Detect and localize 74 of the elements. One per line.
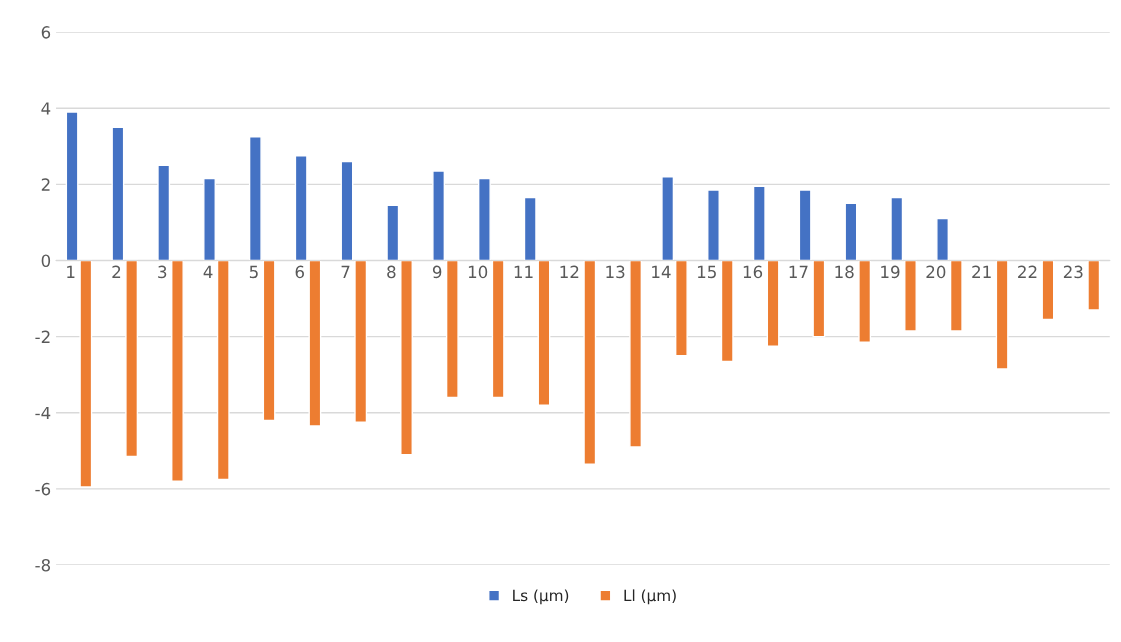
bar: [766, 259, 780, 347]
bar: [904, 259, 917, 332]
bar: [203, 177, 216, 262]
bar: [844, 202, 858, 262]
x-tick-label: 16: [743, 265, 763, 279]
bar: [432, 170, 446, 262]
x-tick-label: 9: [432, 265, 442, 279]
y-tick-label: 0: [41, 254, 51, 268]
y-tick-label: 2: [41, 178, 50, 191]
bar: [262, 259, 276, 422]
x-tick-label: 4: [203, 265, 213, 278]
x-tick-label: 18: [835, 265, 854, 279]
x-tick-label: 13: [606, 265, 625, 279]
bar: [248, 136, 262, 262]
x-tick-label: 20: [926, 265, 946, 279]
bar: [949, 259, 963, 332]
bar: [308, 259, 322, 427]
bar: [79, 259, 93, 488]
y-tick-label: 4: [41, 102, 51, 115]
bar: [65, 111, 79, 262]
x-tick-label: 6: [295, 265, 304, 279]
bar: [216, 259, 230, 481]
y-tick-label: -6: [35, 482, 51, 496]
bar: [171, 259, 184, 482]
x-tick-label: 22: [1018, 265, 1037, 278]
bar: [537, 259, 551, 406]
bar: [354, 259, 368, 423]
bar: [523, 196, 537, 262]
y-tick-label: -4: [35, 406, 51, 420]
x-tick-label: 8: [387, 265, 396, 279]
bar: [707, 189, 720, 262]
bar: [111, 126, 125, 262]
x-tick-label: 2: [112, 265, 121, 278]
bar: [890, 196, 904, 262]
x-tick-label: 12: [560, 265, 579, 278]
bar: [386, 204, 400, 262]
legend-label: Ll (µm): [624, 589, 676, 605]
bar: [720, 259, 734, 363]
bar: [445, 259, 459, 399]
bar: [858, 259, 872, 343]
bar: [491, 259, 505, 399]
bar: [340, 160, 354, 262]
x-tick-label: 21: [972, 265, 991, 278]
y-tick-label: -2: [35, 330, 50, 343]
x-tick-label: 1: [67, 265, 75, 278]
bar: [477, 177, 491, 262]
y-tick-label: 6: [41, 26, 51, 39]
bar: [674, 259, 688, 357]
legend-label: Ls (µm): [513, 589, 569, 605]
x-tick-label: 19: [881, 265, 900, 279]
bar: [798, 189, 812, 262]
x-tick-label: 5: [249, 265, 258, 279]
y-tick-label: -8: [35, 558, 51, 572]
bar: [157, 164, 171, 262]
x-tick-label: 15: [697, 265, 716, 279]
bar: [812, 259, 826, 338]
bar: [629, 259, 643, 448]
bar: [752, 185, 766, 262]
bar: [583, 259, 597, 465]
x-tick-label: 3: [158, 265, 167, 279]
bar: [125, 259, 139, 458]
x-tick-label: 14: [652, 265, 671, 278]
x-tick-label: 17: [789, 265, 808, 278]
x-tick-label: 11: [514, 265, 533, 278]
bar: [1041, 259, 1055, 321]
bar: [995, 259, 1009, 370]
bar: [936, 217, 949, 262]
bar: [1087, 259, 1101, 311]
bar: [400, 259, 413, 456]
x-tick-label: 10: [468, 265, 488, 279]
bar: [661, 176, 675, 262]
x-tick-label: 23: [1063, 265, 1083, 279]
bar: [294, 155, 308, 262]
x-tick-label: 7: [341, 265, 350, 278]
